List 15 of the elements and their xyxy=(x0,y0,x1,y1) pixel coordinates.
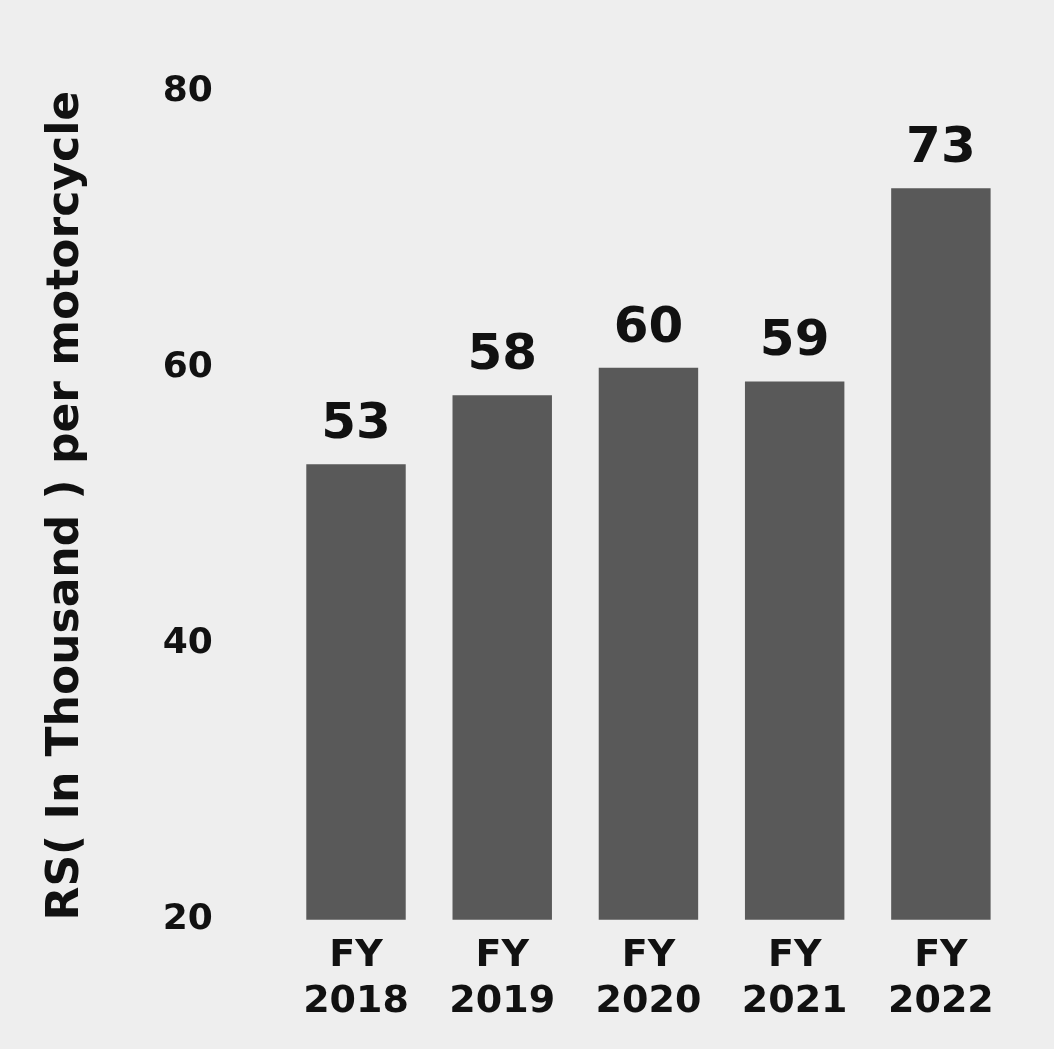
data-label: 59 xyxy=(759,309,830,368)
y-axis-title: RS( In Thousand ) per motorcycle xyxy=(36,90,88,921)
data-label: 60 xyxy=(613,295,684,354)
x-tick-label: FY 2022 xyxy=(888,931,994,1022)
data-label: 53 xyxy=(321,392,391,451)
y-tick-label: 20 xyxy=(162,896,213,938)
x-tick-label: FY 2018 xyxy=(303,931,409,1022)
y-tick-label: 60 xyxy=(162,344,213,386)
y-tick-label: 80 xyxy=(162,67,213,109)
x-tick-label: FY 2019 xyxy=(449,931,556,1022)
x-tick-label: FY 2021 xyxy=(741,931,848,1022)
y-tick-label: 40 xyxy=(162,620,213,662)
data-label: 58 xyxy=(467,323,538,382)
data-label: 73 xyxy=(906,116,976,175)
x-tick-label: FY 2020 xyxy=(595,931,702,1022)
